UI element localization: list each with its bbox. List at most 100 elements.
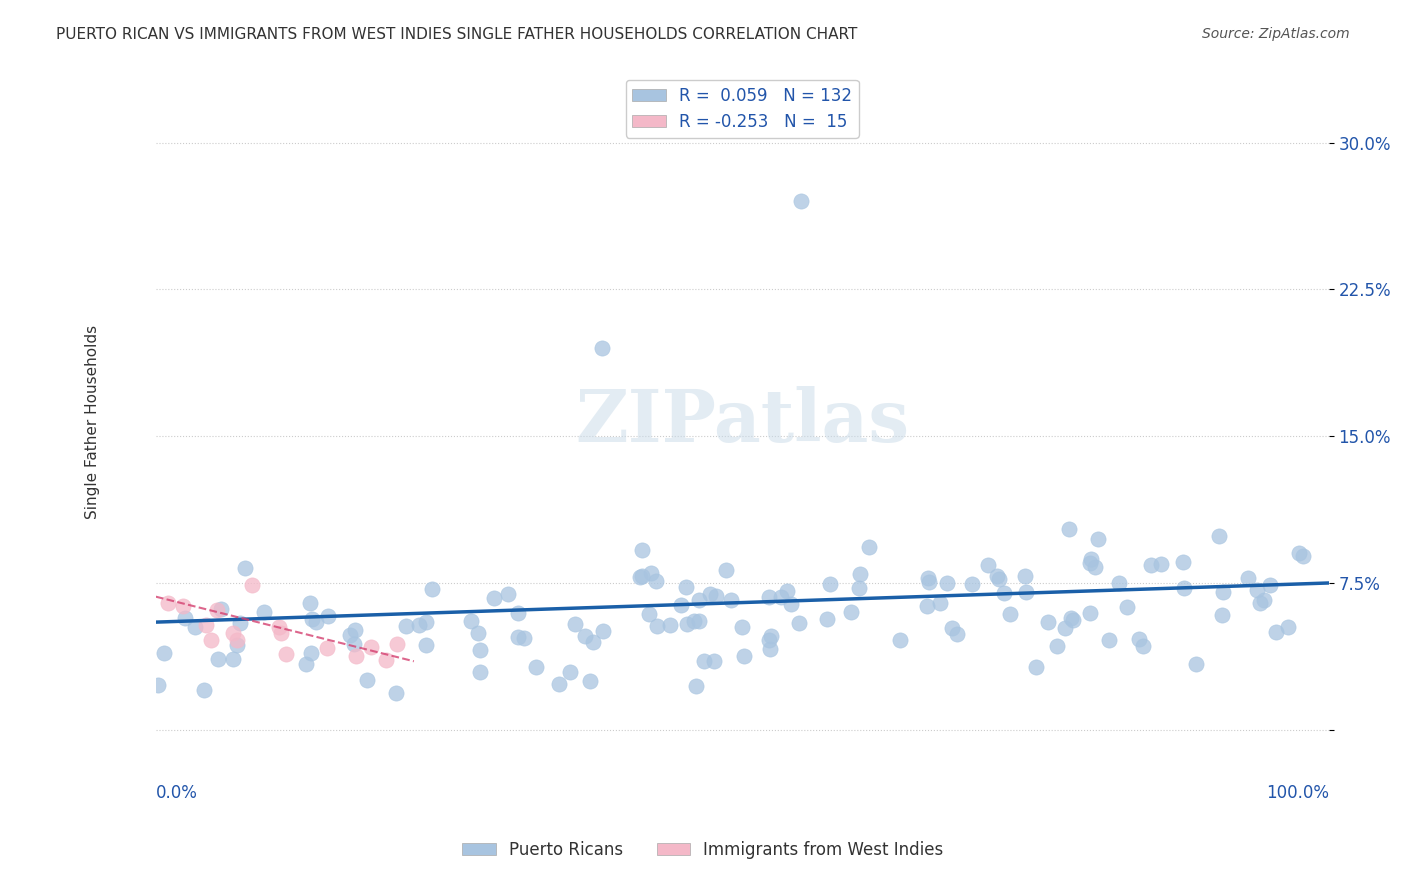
- Point: [1253, 592, 1275, 607]
- Point: [267, 620, 290, 634]
- Point: [222, 652, 245, 666]
- Point: [703, 654, 725, 668]
- Point: [986, 569, 1008, 583]
- Point: [146, 677, 169, 691]
- Point: [1025, 660, 1047, 674]
- Point: [153, 646, 176, 660]
- Point: [688, 593, 710, 607]
- Point: [720, 592, 742, 607]
- Point: [776, 583, 799, 598]
- Point: [858, 540, 880, 554]
- Point: [998, 607, 1021, 621]
- Point: [524, 660, 547, 674]
- Point: [962, 577, 984, 591]
- Point: [558, 665, 581, 680]
- Point: [683, 614, 706, 628]
- Point: [1185, 657, 1208, 672]
- Point: [1078, 607, 1101, 621]
- Point: [889, 632, 911, 647]
- Point: [174, 611, 197, 625]
- Point: [415, 638, 437, 652]
- Point: [344, 649, 367, 664]
- Text: Source: ZipAtlas.com: Source: ZipAtlas.com: [1202, 27, 1350, 41]
- Point: [200, 632, 222, 647]
- Point: [1173, 581, 1195, 595]
- Point: [758, 590, 780, 604]
- Point: [790, 194, 813, 209]
- Point: [1237, 571, 1260, 585]
- Point: [496, 587, 519, 601]
- Point: [918, 575, 941, 590]
- Point: [408, 618, 430, 632]
- Point: [645, 574, 668, 588]
- Point: [1277, 620, 1299, 634]
- Point: [1265, 625, 1288, 640]
- Point: [1014, 569, 1036, 583]
- Point: [270, 626, 292, 640]
- Point: [226, 638, 249, 652]
- Point: [839, 605, 862, 619]
- Y-axis label: Single Father Households: Single Father Households: [86, 325, 100, 518]
- Point: [385, 637, 408, 651]
- Point: [1246, 582, 1268, 597]
- Point: [1132, 639, 1154, 653]
- Point: [818, 577, 841, 591]
- Point: [988, 572, 1011, 586]
- Point: [1258, 578, 1281, 592]
- Point: [1062, 613, 1084, 627]
- Point: [758, 642, 780, 657]
- Point: [640, 566, 662, 580]
- Point: [592, 624, 614, 638]
- Point: [207, 651, 229, 665]
- Point: [1046, 639, 1069, 653]
- Point: [1128, 632, 1150, 646]
- Point: [299, 646, 322, 660]
- Text: ZIPatlas: ZIPatlas: [575, 386, 910, 457]
- Point: [318, 608, 340, 623]
- Point: [759, 629, 782, 643]
- Legend: R =  0.059   N = 132, R = -0.253   N =  15: R = 0.059 N = 132, R = -0.253 N = 15: [626, 80, 859, 137]
- Point: [693, 654, 716, 668]
- Point: [936, 576, 959, 591]
- Point: [395, 619, 418, 633]
- Point: [1036, 615, 1059, 630]
- Point: [193, 682, 215, 697]
- Point: [482, 591, 505, 606]
- Point: [316, 641, 339, 656]
- Legend: Puerto Ricans, Immigrants from West Indies: Puerto Ricans, Immigrants from West Indi…: [456, 835, 950, 866]
- Point: [506, 630, 529, 644]
- Point: [787, 616, 810, 631]
- Point: [849, 567, 872, 582]
- Point: [1053, 621, 1076, 635]
- Point: [468, 643, 491, 657]
- Point: [1084, 560, 1107, 574]
- Point: [1087, 532, 1109, 546]
- Point: [977, 558, 1000, 572]
- Point: [1078, 556, 1101, 570]
- Text: 0.0%: 0.0%: [156, 784, 198, 802]
- Point: [631, 543, 654, 558]
- Point: [779, 598, 801, 612]
- Point: [993, 586, 1015, 600]
- Point: [628, 570, 651, 584]
- Point: [195, 618, 218, 632]
- Point: [235, 561, 257, 575]
- Point: [547, 677, 569, 691]
- Point: [339, 627, 361, 641]
- Point: [1116, 600, 1139, 615]
- Point: [564, 617, 586, 632]
- Point: [156, 596, 179, 610]
- Point: [467, 626, 489, 640]
- Point: [1140, 558, 1163, 572]
- Point: [929, 596, 952, 610]
- Point: [688, 614, 710, 628]
- Point: [470, 665, 492, 679]
- Point: [385, 686, 408, 700]
- Point: [731, 620, 754, 634]
- Point: [704, 589, 727, 603]
- Point: [659, 618, 682, 632]
- Point: [1098, 633, 1121, 648]
- Point: [574, 629, 596, 643]
- Point: [733, 648, 755, 663]
- Point: [1212, 584, 1234, 599]
